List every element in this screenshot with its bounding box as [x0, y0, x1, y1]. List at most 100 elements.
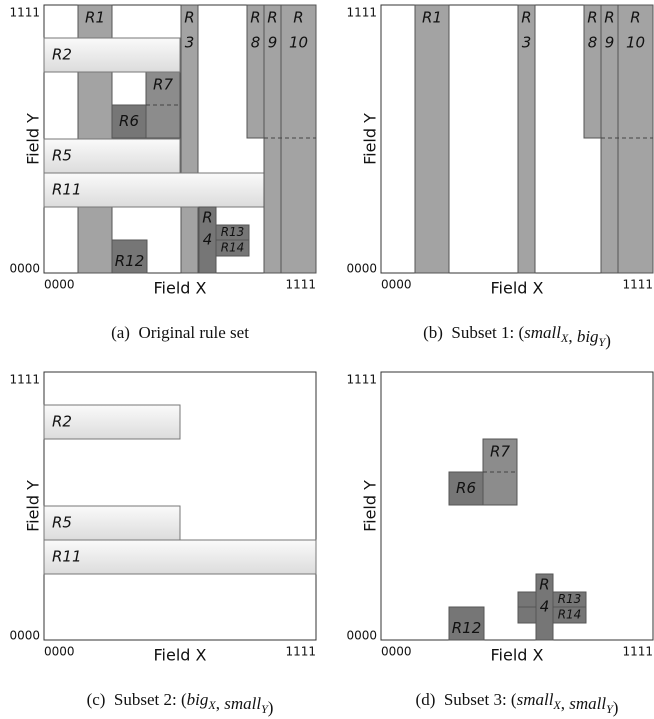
y-tick-label: 1111 [346, 373, 377, 387]
rule-label: 4 [540, 598, 550, 616]
rule-box [448, 606, 485, 641]
x-tick-label: 1111 [622, 645, 653, 659]
rule-label: R13 [558, 592, 582, 606]
rule-box [43, 505, 181, 541]
rule-label: R7 [490, 443, 510, 461]
rule: R9 [600, 4, 619, 274]
rule-box [280, 4, 317, 274]
caption-text: ) [613, 698, 619, 717]
caption-text: (a) Original rule set [111, 323, 249, 342]
rule-label: R [604, 9, 614, 27]
x-tick-label: 0000 [44, 645, 75, 659]
rule-label: R12 [115, 252, 145, 270]
rule-box [111, 239, 148, 274]
x-axis-label: Field X [154, 279, 207, 298]
rule: R3 [180, 4, 199, 274]
rule: R8 [583, 4, 602, 139]
rule-label: R6 [456, 479, 476, 497]
rule-label: R [202, 209, 212, 227]
y-tick-label: 0000 [346, 262, 377, 276]
y-tick-label: 0000 [346, 629, 377, 643]
caption-math: small [224, 694, 261, 713]
rule-label: 9 [268, 34, 278, 52]
caption-text: (d) Subset 3: ( [416, 690, 517, 709]
caption-subscript: X [207, 698, 216, 712]
rule-label: R [521, 9, 531, 27]
rule: R5 [43, 138, 181, 174]
rule: R1 [414, 4, 450, 274]
caption-subscript: X [560, 331, 569, 345]
rule-label: R11 [52, 548, 82, 566]
rule: R13 [215, 224, 250, 241]
caption: (b) Subset 1: (smallX, bigY) [423, 323, 611, 350]
rule-label: R7 [153, 76, 173, 94]
caption-math: big [187, 690, 209, 709]
rule: R5 [43, 505, 181, 541]
rule-label: 10 [626, 34, 645, 52]
rule: R6 [448, 471, 484, 506]
caption-math: small [517, 690, 554, 709]
caption-math: big [577, 327, 599, 346]
rule-label: R [184, 9, 194, 27]
y-axis-label: Field Y [361, 113, 380, 165]
y-tick-label: 1111 [9, 373, 40, 387]
x-tick-label: 0000 [381, 645, 412, 659]
rule: R14 [215, 239, 250, 257]
rule: R13 [552, 591, 587, 608]
rule: R4 [198, 206, 217, 274]
rule-label: R14 [558, 608, 582, 622]
rule-label: R14 [221, 241, 245, 255]
rule-box [43, 539, 317, 575]
rule-label: R12 [452, 619, 482, 637]
rule-label: R5 [52, 147, 72, 165]
y-tick-label: 1111 [9, 6, 40, 20]
rule-label: R2 [52, 46, 72, 64]
y-tick-label: 0000 [9, 262, 40, 276]
rule-label: R [267, 9, 277, 27]
rule: R 10 [617, 4, 654, 274]
rule-label: R [293, 9, 303, 27]
y-tick-label: 0000 [9, 629, 40, 643]
caption-text: ) [268, 698, 274, 717]
caption-subscript: Y [599, 335, 607, 349]
caption-subscript: X [552, 698, 561, 712]
rule: R2 [43, 404, 181, 440]
rule-label: R6 [119, 112, 139, 130]
rule: R9 [263, 4, 282, 274]
rule-label: 8 [251, 34, 261, 52]
rule-label: R [630, 9, 640, 27]
panel: R2 R5 R11 1111 0000 0000 1111 Field X Field Y (c)… [9, 371, 317, 717]
x-tick-label: 1111 [622, 278, 653, 292]
caption: (d) Subset 3: (smallX, smallY) [416, 690, 619, 717]
rule-label: 8 [588, 34, 598, 52]
rule-label: R1 [422, 9, 442, 27]
rule-box [111, 104, 147, 139]
caption-math: small [569, 694, 606, 713]
caption-text: (c) Subset 2: ( [87, 690, 187, 709]
rule-box [43, 404, 181, 440]
rule-label: R13 [221, 225, 245, 239]
rule-label: 10 [289, 34, 308, 52]
rule-label: R [587, 9, 597, 27]
rule: R3 [517, 4, 536, 274]
rule: R2 [43, 37, 181, 73]
rule-box [43, 37, 181, 73]
rule-label: R [539, 576, 549, 594]
caption-text: , [568, 327, 577, 346]
rule-label: R11 [52, 181, 82, 199]
caption: (a) Original rule set [111, 323, 249, 342]
rule-box [215, 239, 250, 257]
caption-math: small [524, 323, 561, 342]
rule-label: 3 [185, 34, 195, 52]
x-axis-label: Field X [154, 646, 207, 665]
rule-label: R2 [52, 413, 72, 431]
caption-text: (b) Subset 1: ( [423, 323, 524, 342]
panel-frame [380, 371, 654, 641]
rule-label: R [250, 9, 260, 27]
caption-subscript: Y [606, 702, 614, 716]
rule: R4 [535, 573, 554, 641]
